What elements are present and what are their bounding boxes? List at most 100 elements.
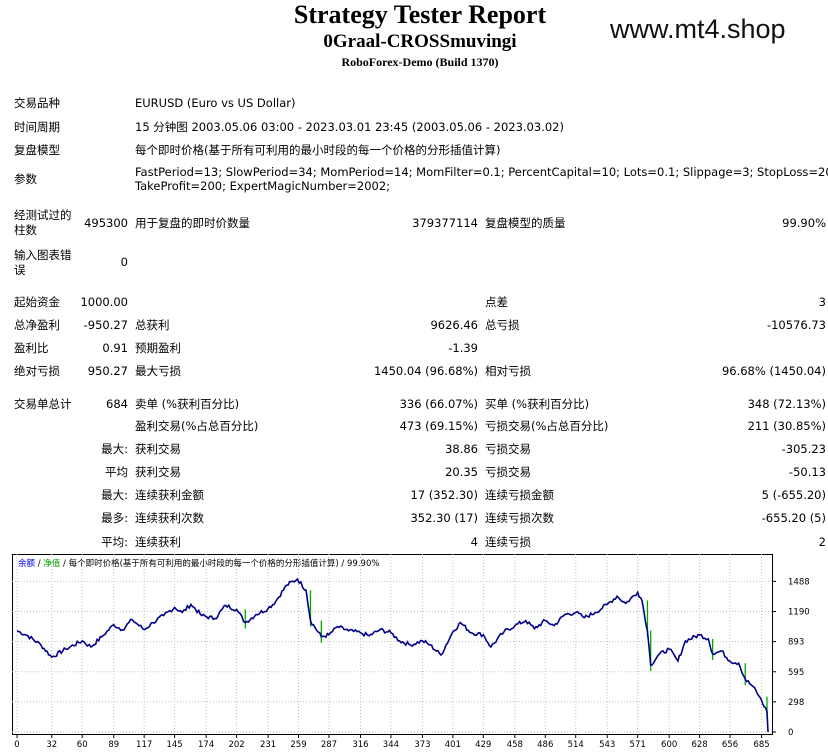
x-tick-label: 685	[753, 740, 769, 750]
avg-consecutive-wins-value: 4	[470, 535, 478, 549]
net-profit-value: -950.27	[83, 318, 128, 332]
x-tick-label: 600	[661, 740, 677, 750]
avg-prefix: 平均:	[101, 535, 128, 549]
absolute-drawdown-label: 绝对亏损	[14, 364, 60, 378]
max-consecutive-losses-label: 连续亏损金额	[485, 488, 554, 502]
legend-quality: 99.90%	[347, 559, 379, 569]
maximal-consecutive-loss-label: 连续亏损次数	[485, 511, 554, 525]
largest-profit-value: 38.86	[445, 442, 478, 456]
average-loss-label: 亏损交易	[485, 465, 531, 479]
average-loss-value: -50.13	[788, 465, 826, 479]
spread-value: 3	[818, 295, 826, 309]
relative-drawdown-value: 96.68% (1450.04)	[721, 364, 826, 378]
loss-trades-value: 211 (30.85%)	[747, 419, 826, 433]
bars-label-2: 柱数	[14, 223, 37, 237]
params-line-2: TakeProfit=200; ExpertMagicNumber=2002;	[135, 179, 391, 193]
x-tick-label: 656	[722, 740, 738, 750]
x-tick-labels: 0 32 60 89 117 145 174 202 231 259 287 316 344 373 401…	[14, 740, 769, 750]
largest-profit-label: 获利交易	[135, 442, 181, 456]
plot-frame	[12, 554, 773, 735]
x-tick-label: 514	[568, 740, 584, 750]
legend-model: 每个即时价格(基于所有可利用的最小时段的每一个价格的分形插值计算)	[69, 558, 339, 569]
total-trades-value: 684	[106, 397, 128, 411]
long-positions-value: 348 (72.13%)	[747, 397, 826, 411]
y-tick-label: 298	[788, 698, 804, 708]
max-consecutive-wins-label: 连续获利金额	[135, 488, 204, 502]
x-tick-label: 145	[166, 740, 182, 750]
avg-consecutive-wins-label: 连续获利	[135, 535, 181, 549]
average-profit-label: 获利交易	[135, 465, 181, 479]
spread-label: 点差	[485, 295, 508, 309]
profit-factor-value: 0.91	[102, 341, 128, 355]
total-trades-label: 交易单总计	[14, 397, 72, 411]
bars-value: 495300	[84, 216, 128, 230]
x-tick-label: 429	[475, 740, 491, 750]
short-positions-value: 336 (66.07%)	[399, 397, 478, 411]
y-tick-label: 1190	[788, 608, 810, 618]
x-tick-label: 344	[383, 740, 399, 750]
x-tick-label: 60	[77, 740, 88, 750]
grid-vertical	[16, 554, 763, 738]
x-tick-label: 117	[136, 740, 152, 750]
legend-separator-1: /	[35, 559, 43, 569]
expected-payoff-label: 预期盈利	[135, 341, 181, 355]
x-tick-label: 202	[228, 740, 244, 750]
profit-factor-label: 盈利比	[14, 341, 49, 355]
largest-prefix: 最大:	[101, 442, 128, 456]
legend-balance: 余额	[18, 558, 36, 569]
expert-name: 0Graal-CROSSmuvingi	[323, 31, 517, 52]
y-tick-label: 893	[788, 638, 804, 648]
model-label: 复盘模型	[14, 143, 60, 157]
gross-loss-value: -10576.73	[766, 318, 826, 332]
legend-equity: 净值	[43, 558, 61, 569]
period-value: 15 分钟图 2003.05.06 03:00 - 2023.03.01 23:…	[135, 120, 564, 134]
server-build: RoboForex-Demo (Build 1370)	[341, 55, 499, 69]
balance-line	[16, 577, 769, 733]
short-positions-label: 卖单 (%获利百分比)	[135, 397, 240, 411]
symbol-value: EURUSD (Euro vs US Dollar)	[135, 96, 296, 110]
period-label: 时间周期	[14, 120, 60, 134]
gross-loss-label: 总亏损	[485, 318, 520, 332]
absolute-drawdown-value: 950.27	[87, 364, 128, 378]
max-prefix: 最大:	[101, 488, 128, 502]
gross-profit-value: 9626.46	[430, 318, 478, 332]
x-tick-label: 458	[507, 740, 523, 750]
bars-label-1: 经测试过的	[14, 208, 72, 222]
legend-separator-3: /	[339, 559, 347, 569]
chart-legend: 余额 / 净值 / 每个即时价格(基于所有可利用的最小时段的每一个价格的分形插值…	[18, 558, 379, 569]
x-tick-label: 174	[198, 740, 214, 750]
avg-consecutive-losses-value: 2	[818, 535, 826, 549]
y-tick-labels: 0 298 595 893 1190 1488	[788, 577, 810, 738]
largest-loss-label: 亏损交易	[485, 442, 531, 456]
profit-trades-label: 盈利交易(%占总百分比)	[135, 419, 259, 433]
relative-drawdown-label: 相对亏损	[485, 364, 531, 378]
y-tick-label: 1488	[788, 577, 810, 587]
maximal-prefix: 最多:	[101, 511, 128, 525]
symbol-label: 交易品种	[14, 96, 60, 110]
params-line-1: FastPeriod=13; SlowPeriod=34; MomPeriod=…	[135, 165, 828, 179]
expected-payoff-value: -1.39	[448, 341, 478, 355]
x-tick-label: 0	[14, 740, 19, 750]
net-profit-label: 总净盈利	[14, 318, 60, 332]
x-tick-label: 231	[260, 740, 276, 750]
max-drawdown-value: 1450.04 (96.68%)	[373, 364, 478, 378]
x-tick-label: 628	[691, 740, 707, 750]
x-tick-label: 571	[630, 740, 646, 750]
long-positions-label: 买单 (%获利百分比)	[485, 397, 590, 411]
balance-chart: 0 298 595 893 1190 1488 0 32 60 89 117 145 174 202 23…	[12, 554, 810, 750]
deposit-value: 1000.00	[80, 295, 128, 309]
x-tick-label: 259	[290, 740, 306, 750]
grid-horizontal	[12, 580, 776, 733]
ticks-value: 379377114	[412, 216, 478, 230]
gross-profit-label: 总获利	[135, 318, 170, 332]
report-title: Strategy Tester Report	[293, 0, 547, 29]
y-tick-label: 595	[788, 668, 804, 678]
watermark-site: www.mt4.shop	[610, 14, 786, 44]
maximal-consecutive-profit-label: 连续获利次数	[135, 511, 204, 525]
quality-value: 99.90%	[782, 216, 826, 230]
x-tick-label: 32	[46, 740, 57, 750]
max-consecutive-wins-value: 17 (352.30)	[410, 488, 478, 502]
largest-loss-value: -305.23	[781, 442, 826, 456]
errors-value: 0	[120, 255, 128, 269]
x-tick-label: 373	[414, 740, 430, 750]
